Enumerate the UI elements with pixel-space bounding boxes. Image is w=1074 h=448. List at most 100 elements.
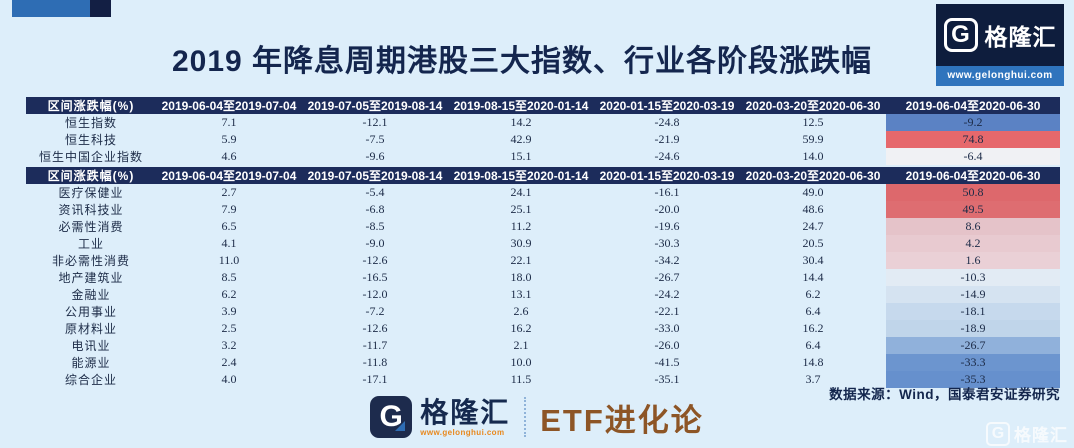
column-header-label: 区间涨跌幅(%)	[26, 97, 156, 114]
gelonghui-url: www.gelonghui.com	[420, 427, 505, 437]
value-cell: 24.7	[802, 219, 824, 233]
row-label: 恒生中国企业指数	[38, 150, 143, 164]
value-cell: -8.5	[365, 219, 385, 233]
column-header-period: 2020-01-15至2020-03-19	[594, 167, 740, 184]
table-row: 恒生中国企业指数 4.6 -9.6 15.1 -24.6 14.0 -6.4	[26, 148, 1060, 165]
row-label: 原材料业	[64, 322, 117, 336]
value-cell: -9.6	[365, 149, 385, 163]
value-cell: 6.4	[805, 304, 821, 318]
value-cell: 3.9	[221, 304, 237, 318]
value-cell: 6.4	[805, 338, 821, 352]
row-label: 综合企业	[64, 373, 117, 387]
column-header-period: 2019-06-04至2020-06-30	[886, 167, 1060, 184]
value-cell: 25.1	[510, 202, 532, 216]
value-cell: 4.1	[221, 236, 237, 250]
value-cell: -11.8	[362, 355, 388, 369]
value-cell: -19.6	[654, 219, 680, 233]
value-cell: 48.6	[802, 202, 824, 216]
gelonghui-logo-name: 格隆汇	[420, 396, 511, 428]
value-cell: 14.2	[510, 115, 532, 129]
value-cell: -6.8	[365, 202, 385, 216]
value-cell: -12.6	[362, 321, 388, 335]
value-cell: 6.2	[805, 287, 821, 301]
row-label: 能源业	[71, 356, 111, 370]
value-cell: -34.2	[654, 253, 680, 267]
value-cell: 16.2	[802, 321, 824, 335]
table-row: 资讯科技业 7.9 -6.8 25.1 -20.0 48.6 49.5	[26, 201, 1060, 218]
value-cell: -7.2	[365, 304, 385, 318]
column-header-period: 2019-07-05至2019-08-14	[302, 167, 448, 184]
value-cell: -9.0	[365, 236, 385, 250]
value-cell: 2.1	[513, 338, 529, 352]
value-cell: 11.5	[510, 372, 532, 386]
table-row: 必需性消费 6.5 -8.5 11.2 -19.6 24.7 8.6	[26, 218, 1060, 235]
column-header-period: 2020-03-20至2020-06-30	[740, 97, 886, 114]
column-header-period: 2020-03-20至2020-06-30	[740, 167, 886, 184]
column-header-period: 2020-01-15至2020-03-19	[594, 97, 740, 114]
row-label: 医疗保健业	[58, 186, 124, 200]
value-cell: -6.4	[886, 148, 1060, 165]
gelonghui-watermark: G 格隆汇	[986, 421, 1068, 446]
footer-divider	[524, 397, 527, 437]
table-row: 能源业 2.4 -11.8 10.0 -41.5 14.8 -33.3	[26, 354, 1060, 371]
value-cell: -11.7	[362, 338, 388, 352]
table-header-row: 区间涨跌幅(%) 2019-06-04至2019-07-04 2019-07-05至…	[26, 167, 1060, 184]
row-label: 恒生科技	[64, 133, 117, 147]
value-cell: -41.5	[654, 355, 680, 369]
value-cell: -12.0	[362, 287, 388, 301]
table-row: 电讯业 3.2 -11.7 2.1 -26.0 6.4 -26.7	[26, 337, 1060, 354]
value-cell: 6.5	[221, 219, 237, 233]
column-header-period: 2019-06-04至2020-06-30	[886, 97, 1060, 114]
value-cell: -33.0	[654, 321, 680, 335]
value-cell: 6.2	[221, 287, 237, 301]
column-header-period: 2019-06-04至2019-07-04	[156, 97, 302, 114]
value-cell: 42.9	[510, 132, 532, 146]
value-cell: 2.6	[513, 304, 529, 318]
row-label: 必需性消费	[58, 220, 124, 234]
table-row: 公用事业 3.9 -7.2 2.6 -22.1 6.4 -18.1	[26, 303, 1060, 320]
gelonghui-g-icon: G	[370, 396, 413, 438]
table-row: 工业 4.1 -9.0 30.9 -30.3 20.5 4.2	[26, 235, 1060, 252]
value-cell: -24.8	[654, 115, 680, 129]
value-cell: -24.6	[654, 149, 680, 163]
value-cell: 20.5	[802, 236, 824, 250]
column-header-period: 2019-07-05至2019-08-14	[302, 97, 448, 114]
value-cell: -21.9	[654, 132, 680, 146]
value-cell: -18.1	[886, 303, 1060, 320]
sector-performance-table: 区间涨跌幅(%) 2019-06-04至2019-07-04 2019-07-05至…	[26, 167, 1060, 388]
value-cell: 3.7	[805, 372, 821, 386]
value-cell: 8.5	[221, 270, 237, 284]
value-cell: -20.0	[654, 202, 680, 216]
etf-channel-label: ETF进化论	[540, 402, 704, 438]
table-row: 综合企业 4.0 -17.1 11.5 -35.1 3.7 -35.3	[26, 371, 1060, 388]
value-cell: 30.9	[510, 236, 532, 250]
table-row: 原材料业 2.5 -12.6 16.2 -33.0 16.2 -18.9	[26, 320, 1060, 337]
value-cell: 12.5	[802, 115, 824, 129]
table-header-row: 区间涨跌幅(%) 2019-06-04至2019-07-04 2019-07-05至…	[26, 97, 1060, 114]
value-cell: -5.4	[365, 185, 385, 199]
column-header-period: 2019-06-04至2019-07-04	[156, 167, 302, 184]
value-cell: -30.3	[654, 236, 680, 250]
value-cell: 7.9	[221, 202, 237, 216]
value-cell: -10.3	[886, 269, 1060, 286]
value-cell: 2.7	[221, 185, 237, 199]
gelonghui-logo-name: 格隆汇	[1014, 426, 1068, 445]
gelonghui-logo-footer: G 格隆汇 www.gelonghui.com	[370, 396, 510, 438]
data-source-note: 数据来源：Wind，国泰君安证券研究	[829, 387, 1060, 402]
row-label: 地产建筑业	[58, 271, 124, 285]
table-row: 地产建筑业 8.5 -16.5 18.0 -26.7 14.4 -10.3	[26, 269, 1060, 286]
value-cell: -22.1	[654, 304, 680, 318]
gelonghui-g-icon: G	[986, 421, 1010, 446]
decoration-navy-square	[90, 0, 111, 17]
value-cell: -7.5	[365, 132, 385, 146]
value-cell: 15.1	[510, 149, 532, 163]
value-cell: 10.0	[510, 355, 532, 369]
value-cell: 24.1	[510, 185, 532, 199]
value-cell: 8.6	[886, 218, 1060, 235]
value-cell: -35.3	[886, 371, 1060, 388]
value-cell: 74.8	[886, 131, 1060, 148]
value-cell: 14.0	[802, 149, 824, 163]
value-cell: 4.2	[886, 235, 1060, 252]
table-row: 金融业 6.2 -12.0 13.1 -24.2 6.2 -14.9	[26, 286, 1060, 303]
